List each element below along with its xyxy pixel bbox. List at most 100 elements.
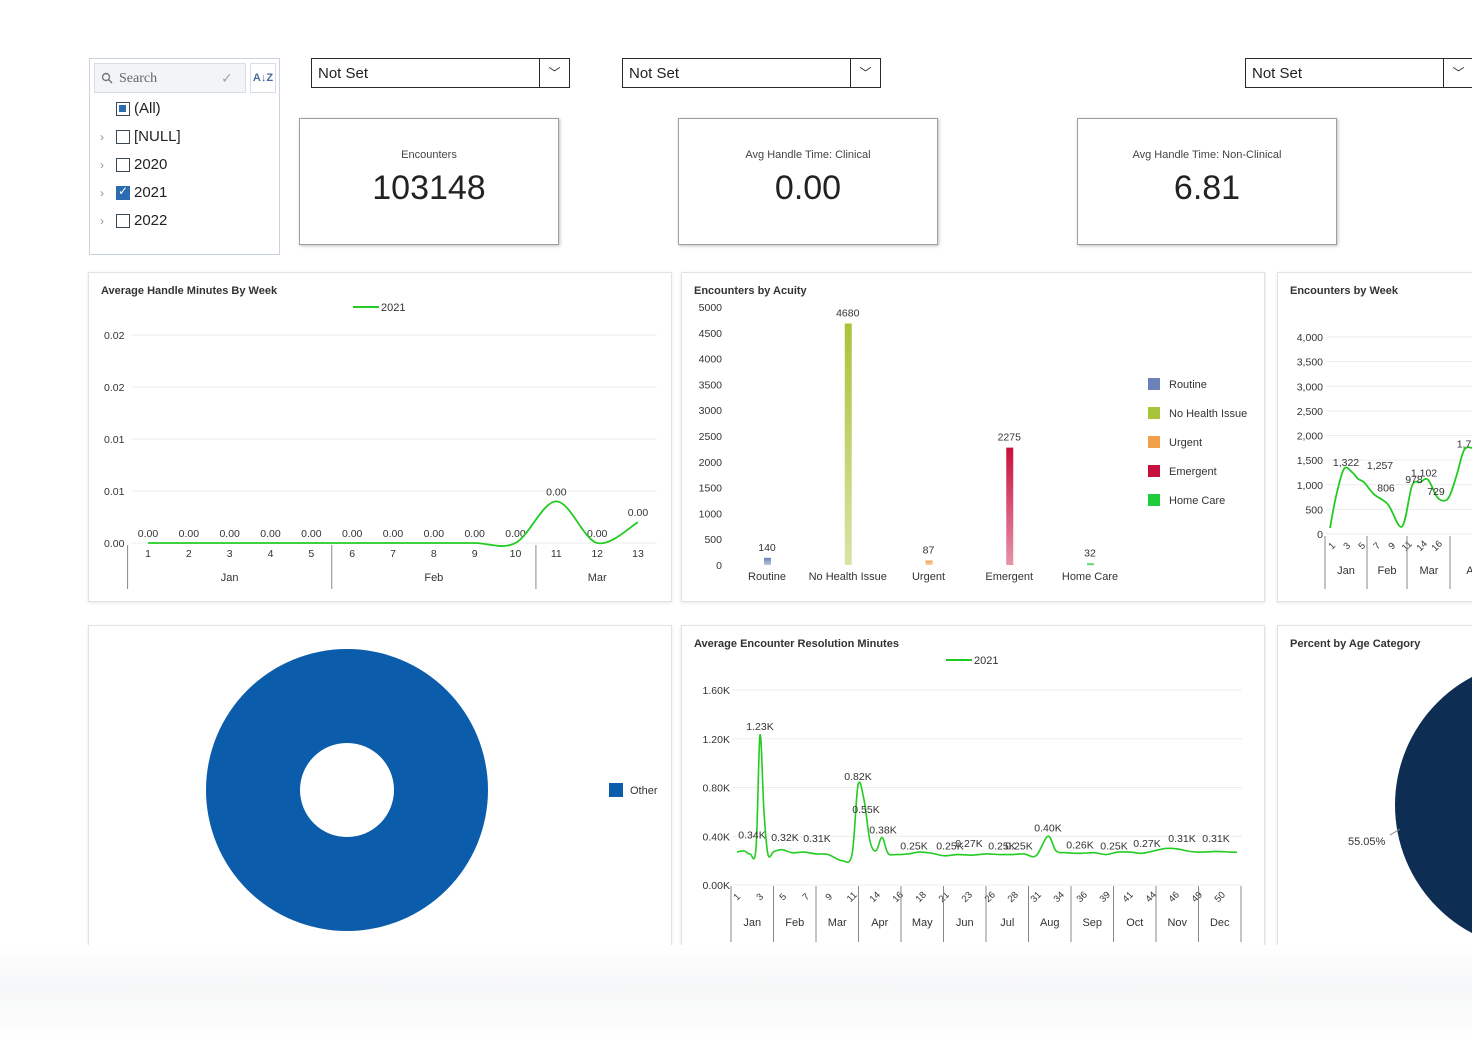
x-group-label: May <box>912 917 933 929</box>
chevron-down-icon[interactable]: ﹀ <box>539 59 569 87</box>
filter-item[interactable]: › [NULL] <box>100 127 270 149</box>
data-label: 0.32K <box>771 832 798 844</box>
filter-checkbox[interactable] <box>116 184 130 200</box>
x-group-label: Jan <box>743 917 761 929</box>
data-label: 0.25K <box>988 841 1015 853</box>
chevron-down-icon[interactable]: ﹀ <box>1443 59 1472 87</box>
x-tick-label: 31 <box>1029 890 1044 905</box>
data-label: 0.00 <box>138 528 159 540</box>
x-group-label: Sep <box>1082 917 1102 929</box>
x-tick-label: Urgent <box>912 571 945 583</box>
x-tick-label: 28 <box>1006 890 1021 905</box>
data-label: 0.00 <box>546 486 567 498</box>
x-group-label: Jun <box>956 917 974 929</box>
checkmark-icon[interactable]: ✓ <box>221 70 233 86</box>
dropdown-3[interactable]: Not Set ﹀ <box>1245 58 1472 88</box>
x-tick-label: 23 <box>960 890 975 905</box>
data-label: 1,102 <box>1411 468 1437 480</box>
x-group-label: Mar <box>828 917 847 929</box>
chevron-right-icon[interactable]: › <box>100 130 104 144</box>
chart-title: Encounters by Week <box>1290 285 1398 297</box>
kpi-title: Encounters <box>401 149 457 161</box>
filter-checkbox[interactable] <box>116 158 130 172</box>
x-tick-label: 6 <box>349 548 355 560</box>
data-label: 0.00 <box>424 528 445 540</box>
x-tick-label: 11 <box>845 890 860 905</box>
bar <box>1087 563 1094 566</box>
x-tick-label: 8 <box>431 548 437 560</box>
data-label: 0.00 <box>260 528 281 540</box>
y-tick-label: 0.40K <box>703 831 730 843</box>
filter-item[interactable]: (All) <box>100 99 270 121</box>
y-tick-label: 2500 <box>699 431 723 443</box>
y-tick-label: 0.02 <box>104 382 125 394</box>
filter-item[interactable]: › 2022 <box>100 211 270 233</box>
x-tick-label: 3 <box>1341 540 1353 552</box>
donut-chart[interactable]: Other <box>89 626 672 955</box>
chevron-right-icon[interactable]: › <box>100 186 104 200</box>
x-group-label: Aug <box>1040 917 1060 929</box>
data-label: 87 <box>923 545 935 557</box>
age-chart[interactable]: 55.05% <box>1278 626 1472 955</box>
sort-az-button[interactable]: A↓Z <box>250 63 276 93</box>
encounters-week-chart[interactable]: 0 500 1,000 1,500 2,000 2,500 3,000 3,500 4,000 1… <box>1278 273 1472 602</box>
x-tick-label: Home Care <box>1062 571 1118 583</box>
data-label: 0.00 <box>342 528 363 540</box>
legend-label: No Health Issue <box>1169 408 1247 420</box>
x-tick-label: No Health Issue <box>809 571 887 583</box>
chart-donut-panel: Other <box>88 625 672 955</box>
bar <box>844 323 852 565</box>
filter-item-label: 2020 <box>134 156 168 173</box>
filter-search-input[interactable]: Search ✓ <box>94 63 246 93</box>
legend-label: Home Care <box>1169 495 1225 507</box>
data-label: 1,257 <box>1367 460 1393 472</box>
x-group-label: Feb <box>424 572 443 584</box>
y-tick-label: 2,500 <box>1297 406 1323 418</box>
x-tick-label: 41 <box>1121 890 1136 905</box>
x-tick-label: 13 <box>632 548 644 560</box>
chevron-right-icon[interactable]: › <box>100 158 104 172</box>
x-tick-label: 11 <box>551 548 562 560</box>
x-tick-label: 1 <box>1326 540 1338 552</box>
x-tick-label: 1 <box>145 548 151 560</box>
legend-label: Routine <box>1169 379 1207 391</box>
filter-checkbox[interactable] <box>116 214 130 228</box>
kpi-title: Avg Handle Time: Clinical <box>745 149 871 161</box>
filter-item[interactable]: › 2020 <box>100 155 270 177</box>
dropdown-2[interactable]: Not Set ﹀ <box>622 58 881 88</box>
y-tick-label: 5000 <box>699 302 723 314</box>
dropdown-1[interactable]: Not Set ﹀ <box>311 58 570 88</box>
x-tick-label: 2 <box>186 548 192 560</box>
data-label: 2275 <box>998 432 1022 444</box>
x-tick-label: 16 <box>891 890 906 905</box>
data-label: 32 <box>1084 547 1096 559</box>
data-label: 0.34K <box>738 830 765 842</box>
x-tick-label: 9 <box>472 548 478 560</box>
x-group-label: Apr <box>871 917 888 929</box>
y-tick-label: 2,000 <box>1297 431 1323 443</box>
filter-checkbox[interactable] <box>116 102 130 116</box>
data-label: 0.00 <box>219 528 240 540</box>
data-label: 978 <box>1405 474 1423 486</box>
x-tick-label: Emergent <box>985 571 1033 583</box>
series-line <box>148 500 639 547</box>
x-tick-label: 5 <box>777 891 789 903</box>
x-tick-label: 4 <box>268 548 274 560</box>
y-tick-label: 1500 <box>699 483 723 495</box>
kpi-encounters: Encounters 103148 <box>299 118 559 245</box>
data-label: 0.55K <box>852 804 879 816</box>
x-tick-label: Routine <box>748 571 786 583</box>
data-label: 0.40K <box>1034 822 1061 834</box>
x-tick-label: 46 <box>1167 890 1182 905</box>
chevron-right-icon[interactable]: › <box>100 214 104 228</box>
filter-checkbox[interactable] <box>116 130 130 144</box>
filter-item[interactable]: › 2021 <box>100 183 270 205</box>
kpi-value: 0.00 <box>774 169 842 207</box>
acuity-chart[interactable]: 0 500 1000 1500 2000 2500 3000 3500 4000 4500 5000… <box>682 273 1265 602</box>
handle-minutes-chart[interactable]: 2021 0.00 0.01 0.01 0.02 0.02 0.00 1 0.00 2 0.00 3 0… <box>89 273 672 602</box>
x-group-label: Ap <box>1466 565 1472 577</box>
chevron-down-icon[interactable]: ﹀ <box>850 59 880 87</box>
resolution-chart[interactable]: 2021 0.00K 0.40K 0.80K 1.20K 1.60K 1.23K 0.34K 0… <box>682 626 1265 955</box>
data-label: 0.00 <box>464 528 485 540</box>
y-tick-label: 0 <box>1317 529 1323 541</box>
